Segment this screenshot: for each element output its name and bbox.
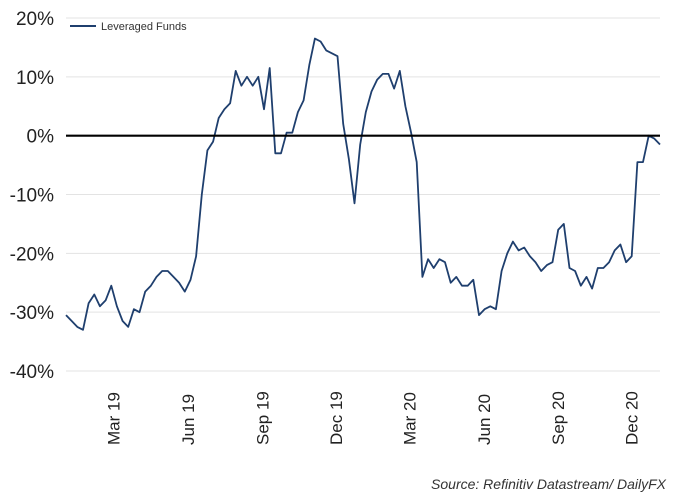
y-tick-label: 20% <box>16 9 54 30</box>
x-tick-label: Mar 20 <box>400 392 419 445</box>
x-tick-label: Dec 20 <box>623 391 642 445</box>
y-axis: 20% 10% 0% -10% -20% -30% -40% <box>10 9 54 383</box>
x-tick-label: Jun 19 <box>179 394 198 445</box>
source-note: Source: Refinitiv Datastream/ DailyFX <box>431 476 666 492</box>
legend: Leveraged Funds <box>70 21 187 33</box>
series-layer <box>65 37 661 331</box>
x-tick-label: Sep 20 <box>549 391 568 445</box>
x-tick-label: Jun 20 <box>475 394 494 445</box>
x-tick-label: Dec 19 <box>327 391 346 445</box>
y-tick-label: -40% <box>10 362 54 383</box>
series-line <box>65 37 661 331</box>
y-tick-label: -20% <box>10 244 54 265</box>
y-tick-label: -30% <box>10 303 54 324</box>
x-tick-label: Mar 19 <box>105 392 124 445</box>
legend-label: Leveraged Funds <box>101 21 187 33</box>
x-tick-label: Sep 19 <box>253 391 272 445</box>
y-tick-label: 10% <box>16 68 54 89</box>
y-tick-label: -10% <box>10 186 54 207</box>
gridlines <box>66 17 660 372</box>
y-tick-label: 0% <box>27 127 55 148</box>
x-axis: Mar 19 Jun 19 Sep 19 Dec 19 Mar 20 Jun 20 Sep … <box>105 391 642 445</box>
